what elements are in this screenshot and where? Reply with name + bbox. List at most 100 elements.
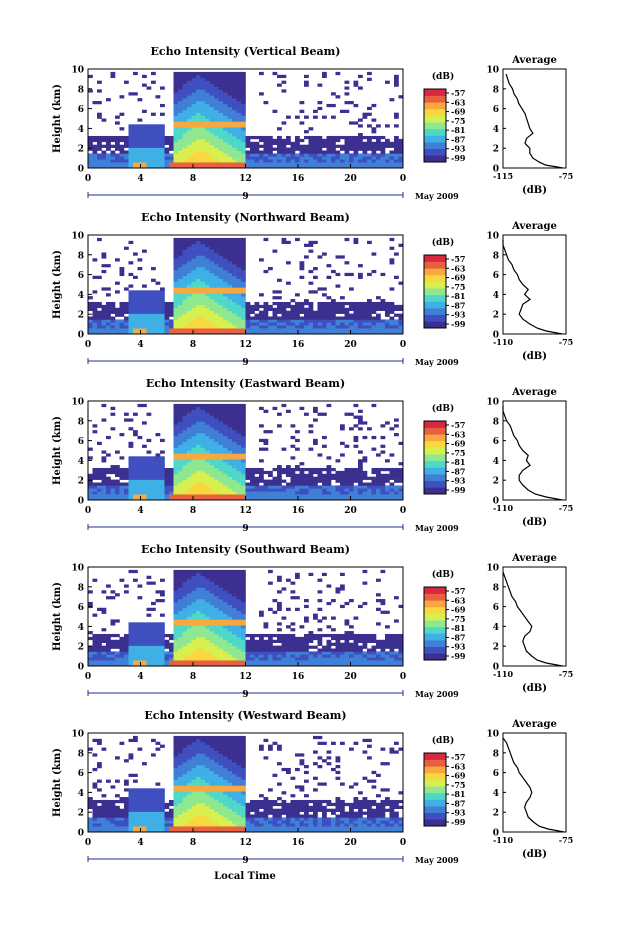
echo-cell [137,462,143,466]
echo-cell [205,255,210,259]
echo-cell [191,607,197,611]
echo-cell [227,476,233,480]
echo-cell [196,575,201,579]
echo-cell [218,569,224,574]
echo-cell [232,144,237,148]
echo-cell [371,150,377,154]
echo-cell [223,316,228,320]
profile-y-tick-label: 0 [493,497,499,507]
echo-cell [241,424,246,428]
echo-cell [227,301,233,306]
echo-cell [196,156,201,160]
echo-cell [119,642,125,646]
echo-cell [187,476,192,480]
echo-cell [254,660,260,664]
echo-cell [209,651,215,655]
echo-cell [209,453,215,457]
echo-cell [200,616,206,620]
echo-cell [286,301,291,306]
echo-cell [196,438,201,443]
echo-cell [362,476,368,480]
echo-cell [326,153,332,157]
echo-cell [196,331,201,335]
echo-cell [196,619,201,623]
echo-cell [196,453,201,457]
echo-cell [182,130,188,134]
echo-cell [88,162,93,166]
echo-cell [187,663,192,667]
echo-cell [304,313,309,317]
echo-cell [128,633,134,638]
echo-cell [191,406,197,411]
echo-cell [335,587,341,591]
echo-cell [178,438,183,443]
echo-cell [245,642,251,646]
echo-cell [304,316,309,320]
echo-cell [304,476,309,480]
echo-cell [209,130,215,134]
echo-cell [214,572,219,577]
echo-cell [394,467,399,472]
echo-cell [223,654,228,658]
echo-cell [340,159,345,163]
echo-cell [97,325,102,329]
echo-cell [128,156,134,160]
echo-cell [205,121,210,125]
echo-cell [389,165,395,169]
echo-cell [200,272,206,277]
echo-cell [286,465,291,469]
echo-cell [164,316,170,320]
echo-cell [286,663,291,667]
echo-cell [295,572,300,577]
echo-cell [137,135,143,140]
echo-cell [187,150,192,154]
echo-cell [209,109,215,113]
echo-cell [101,488,107,492]
echo-cell [187,237,192,242]
echo-cell [232,310,237,314]
echo-cell [196,596,201,600]
echo-cell [205,95,210,99]
echo-cell [151,299,156,303]
echo-cell [398,331,404,335]
echo-cell [92,301,98,306]
echo-cell [182,103,188,108]
echo-cell [290,636,296,641]
echo-cell [349,144,354,148]
echo-cell [182,456,188,460]
echo-cell [155,130,161,134]
echo-cell [200,127,206,131]
echo-cell [308,316,314,320]
echo-cell [245,153,251,157]
echo-cell [214,584,219,588]
echo-cell [236,470,242,475]
echo-cell [277,607,282,611]
echo-cell [227,427,233,431]
echo-cell [182,331,188,335]
echo-cell [326,476,332,480]
echo-cell [317,619,323,623]
echo-cell [263,479,269,483]
echo-cell [313,438,318,443]
echo-cell [173,470,179,475]
echo-cell [178,476,183,480]
echo-cell [241,482,246,486]
colorbar-tick-label: -57 [451,88,465,98]
echo-cell [232,118,237,122]
echo-cell [160,654,165,658]
echo-cell [376,138,381,143]
echo-cell [385,153,390,157]
echo-cell [322,648,327,652]
echo-cell [97,135,102,140]
echo-cell [344,328,350,332]
echo-cell [169,654,174,658]
echo-cell [173,459,179,463]
echo-cell [313,147,318,151]
echo-cell [173,316,179,320]
echo-cell [191,476,197,480]
echo-cell [295,657,300,661]
echo-cell [223,133,228,137]
echo-cell [214,476,219,480]
echo-cell [232,313,237,317]
echo-cell [241,144,246,148]
